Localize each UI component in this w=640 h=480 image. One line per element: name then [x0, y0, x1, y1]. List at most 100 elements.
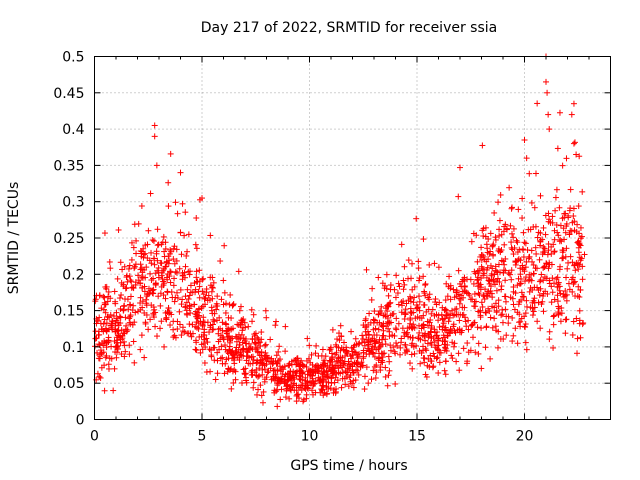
data-point: [393, 326, 400, 333]
data-point: [172, 334, 179, 341]
data-point: [361, 373, 368, 380]
data-point: [531, 204, 538, 211]
data-point: [426, 261, 433, 268]
data-point: [273, 352, 280, 359]
data-point: [262, 341, 269, 348]
data-point: [151, 255, 158, 262]
data-point: [421, 288, 428, 295]
data-point: [530, 308, 537, 315]
data-point: [484, 264, 491, 271]
data-point: [135, 272, 142, 279]
data-point: [379, 354, 386, 361]
data-point: [384, 382, 391, 389]
data-point: [176, 265, 183, 272]
data-point: [579, 321, 586, 328]
x-tick-label: 20: [516, 429, 534, 445]
data-point: [416, 298, 423, 305]
data-point: [167, 279, 174, 286]
data-point: [402, 306, 409, 313]
data-point: [122, 348, 129, 355]
data-point: [174, 210, 181, 217]
data-point: [395, 320, 402, 327]
data-point: [403, 300, 410, 307]
data-point: [256, 352, 263, 359]
data-point: [391, 286, 398, 293]
data-point: [469, 334, 476, 341]
data-point: [415, 265, 422, 272]
data-point: [510, 251, 517, 258]
data-point: [543, 78, 549, 85]
data-point: [397, 351, 404, 358]
data-point: [411, 294, 418, 301]
data-point: [422, 282, 429, 289]
data-point: [471, 290, 478, 297]
data-point: [396, 283, 403, 290]
data-point: [482, 344, 489, 351]
data-point: [203, 369, 210, 376]
data-point: [436, 323, 443, 330]
data-point: [574, 350, 581, 357]
data-point: [529, 312, 536, 319]
data-point: [185, 296, 192, 303]
data-point: [209, 274, 216, 281]
data-point: [544, 251, 551, 258]
data-point: [222, 309, 229, 316]
data-point: [398, 241, 405, 248]
data-point: [483, 309, 490, 316]
data-point: [167, 268, 174, 275]
data-point: [394, 290, 401, 297]
data-point: [124, 296, 131, 303]
data-point: [197, 349, 204, 356]
data-point: [119, 266, 126, 273]
data-point: [251, 332, 258, 339]
data-point: [235, 268, 242, 275]
data-point: [420, 301, 427, 308]
data-point: [581, 251, 588, 258]
data-point: [472, 349, 479, 356]
data-point: [143, 296, 150, 303]
data-point: [491, 315, 498, 322]
data-point: [131, 221, 138, 228]
data-point: [410, 334, 417, 341]
data-point: [306, 342, 313, 349]
data-point: [427, 352, 434, 359]
data-point: [477, 314, 484, 321]
data-point: [455, 267, 462, 274]
data-point: [457, 164, 463, 171]
data-point: [493, 327, 500, 334]
data-point: [184, 248, 191, 255]
data-point: [401, 263, 408, 270]
data-point: [153, 162, 160, 169]
data-point: [393, 315, 400, 322]
data-point: [320, 369, 327, 376]
data-point: [508, 267, 515, 274]
data-point: [327, 385, 334, 392]
data-point: [540, 224, 547, 231]
data-point: [300, 398, 307, 405]
data-point: [483, 241, 490, 248]
data-point: [387, 342, 394, 349]
data-point: [550, 344, 557, 351]
data-point: [494, 344, 501, 351]
data-point: [413, 215, 420, 222]
data-point: [425, 355, 432, 362]
data-point: [172, 294, 179, 301]
data-point: [499, 319, 506, 326]
data-point: [96, 373, 103, 380]
data-point: [338, 384, 345, 391]
data-point: [536, 278, 543, 285]
data-point: [455, 350, 462, 357]
data-point: [523, 346, 530, 353]
data-point: [575, 203, 582, 210]
data-point: [211, 318, 218, 325]
data-point: [154, 257, 161, 264]
data-point: [258, 329, 265, 336]
data-point: [366, 310, 373, 317]
data-point: [505, 320, 512, 327]
data-point: [186, 321, 193, 328]
data-point: [516, 281, 523, 288]
data-point: [557, 318, 564, 325]
y-tick-label: 0.2: [62, 267, 84, 283]
data-point: [155, 293, 162, 300]
data-point: [211, 344, 218, 351]
